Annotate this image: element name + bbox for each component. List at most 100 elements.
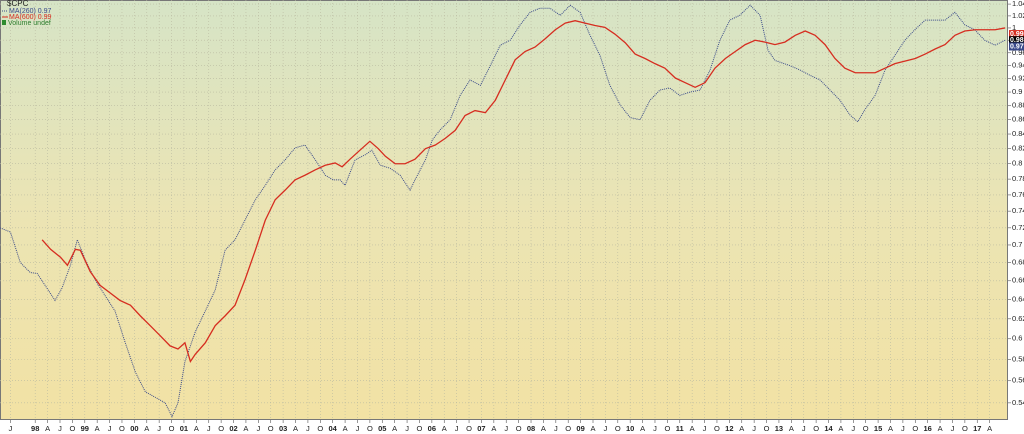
y-tick-label: 0.82 — [1012, 144, 1024, 153]
x-tick-label: J — [306, 424, 310, 433]
chart-title: $CPC — [7, 0, 29, 8]
y-tick-label: 0.94 — [1012, 61, 1024, 70]
x-tick-label: 08 — [527, 424, 535, 433]
y-tick-label: 1 — [1012, 23, 1016, 32]
x-tick-label: O — [764, 424, 770, 433]
x-tick-label: A — [987, 424, 992, 433]
y-tick-label: 0.76 — [1012, 190, 1024, 199]
x-tick-label: O — [714, 424, 720, 433]
x-tick-label: 15 — [874, 424, 882, 433]
x-tick-label: 03 — [279, 424, 287, 433]
x-tick-label: O — [664, 424, 670, 433]
y-tick-label: 0.86 — [1012, 115, 1024, 124]
y-tick-label: 0.64 — [1012, 294, 1024, 303]
x-tick-label: 98 — [31, 424, 39, 433]
x-tick-label: A — [491, 424, 496, 433]
x-tick-label: O — [466, 424, 472, 433]
value-tag — [1009, 30, 1024, 39]
value-tag-label: 0.99 — [1010, 31, 1024, 38]
value-tag — [1009, 36, 1024, 45]
y-tick-label: 0.7 — [1012, 240, 1022, 249]
x-tick-label: 12 — [725, 424, 733, 433]
x-tick-label: J — [9, 424, 13, 433]
x-tick-label: J — [554, 424, 558, 433]
x-tick-label: 04 — [329, 424, 338, 433]
x-tick-label: O — [218, 424, 224, 433]
volume-icon — [2, 20, 6, 25]
y-tick-label: 1.02 — [1012, 11, 1024, 20]
volume-label: Volume undef — [8, 20, 51, 27]
x-tick-label: 13 — [775, 424, 783, 433]
x-tick-label: J — [108, 424, 112, 433]
x-tick-label: O — [367, 424, 373, 433]
x-tick-label: A — [541, 424, 546, 433]
x-tick-label: 05 — [378, 424, 386, 433]
x-tick-label: J — [851, 424, 855, 433]
x-tick-label: A — [739, 424, 744, 433]
x-tick-label: O — [565, 424, 571, 433]
y-tick-label: 0.84 — [1012, 129, 1024, 138]
x-tick-label: A — [690, 424, 695, 433]
x-tick-label: J — [752, 424, 756, 433]
x-tick-label: 10 — [626, 424, 634, 433]
x-tick-label: A — [95, 424, 100, 433]
value-tag — [1009, 42, 1024, 51]
lines — [0, 4, 1006, 418]
x-tick-label: A — [590, 424, 595, 433]
x-tick-label: O — [317, 424, 323, 433]
grid — [0, 0, 1008, 420]
x-tick-label: 11 — [676, 424, 684, 433]
plot-background — [0, 0, 1008, 420]
x-tick-label: O — [615, 424, 621, 433]
x-tick-label: O — [119, 424, 125, 433]
x-tick-label: J — [256, 424, 260, 433]
x-tick-label: O — [912, 424, 918, 433]
x-tick-label: J — [951, 424, 955, 433]
x-tick-label: 14 — [824, 424, 833, 433]
x-tick-label: J — [604, 424, 608, 433]
x-tick-label: A — [789, 424, 794, 433]
y-tick-label: 0.58 — [1012, 354, 1024, 363]
x-tick-label: 01 — [180, 424, 188, 433]
x-tick-label: A — [442, 424, 447, 433]
x-tick-label: O — [417, 424, 423, 433]
x-tick-label: J — [653, 424, 657, 433]
y-tick-label: 0.88 — [1012, 101, 1024, 110]
x-tick-label: A — [938, 424, 943, 433]
series-line — [41, 20, 1006, 363]
x-tick-label: J — [207, 424, 211, 433]
x-tick-label: A — [144, 424, 149, 433]
y-tick-label: 0.9 — [1012, 87, 1022, 96]
x-tick-label: O — [962, 424, 968, 433]
x-tick-label: O — [863, 424, 869, 433]
x-tick-label: A — [293, 424, 298, 433]
y-tick-label: 0.92 — [1012, 74, 1024, 83]
y-tick-label: 0.74 — [1012, 206, 1024, 215]
x-tick-label: J — [405, 424, 409, 433]
y-tick-label: 0.6 — [1012, 334, 1022, 343]
x-tick-label: O — [813, 424, 819, 433]
y-tick-label: 0.62 — [1012, 314, 1024, 323]
x-tick-label: O — [169, 424, 175, 433]
x-tick-label: 99 — [81, 424, 89, 433]
x-tick-label: J — [157, 424, 161, 433]
x-tick-label: 07 — [477, 424, 485, 433]
x-tick-label: 09 — [576, 424, 584, 433]
x-tick-label: A — [194, 424, 199, 433]
y-tick-label: 0.96 — [1012, 48, 1024, 57]
axes: 0.54 0.56 0.58 0.6 0.62 0.64 0.66 0.68 0.7 0.72 0.… — [9, 0, 1024, 433]
x-tick-label: O — [69, 424, 75, 433]
y-tick-label: 0.78 — [1012, 174, 1024, 183]
x-tick-label: J — [356, 424, 360, 433]
x-tick-label: A — [343, 424, 348, 433]
series-line — [0, 4, 1006, 418]
plot-frame — [0, 0, 1008, 420]
x-tick-label: J — [901, 424, 905, 433]
legend-label: MA(600) 0.99 — [9, 14, 52, 21]
y-tick-label: 0.66 — [1012, 276, 1024, 285]
legend-label: MA(260) 0.97 — [9, 8, 52, 15]
x-tick-label: J — [802, 424, 806, 433]
value-tag-label: 0.97 — [1010, 43, 1024, 50]
